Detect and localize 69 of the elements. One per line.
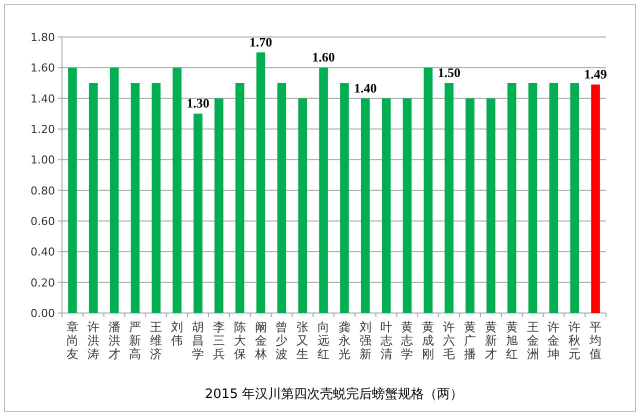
x-tick-label: 向远红 (318, 320, 330, 361)
x-tick-label: 王金洲 (526, 320, 539, 361)
y-tick-label: 1.00 (30, 154, 55, 167)
data-label: 1.49 (584, 66, 608, 82)
x-tick-label: 黄新才 (484, 320, 497, 361)
x-tick-label: 黄广播 (464, 320, 476, 361)
bar (298, 98, 308, 313)
x-tick-label: 龚永光 (338, 320, 350, 361)
bar (256, 52, 266, 313)
x-tick-label: 许秋元 (568, 320, 581, 361)
x-tick-label: 李三兵 (212, 320, 225, 361)
bar (340, 83, 349, 313)
data-label: 1.40 (354, 80, 377, 96)
x-tick-label: 黄旭红 (506, 320, 518, 361)
text: 2015 年汉川第四次壳蜕完后螃蟹规格（两） (204, 386, 464, 402)
y-tick-label: 1.20 (30, 123, 55, 136)
y-tick-label: 0.00 (30, 307, 55, 320)
data-label: 1.50 (438, 65, 460, 80)
y-tick-label: 0.80 (30, 184, 55, 198)
bar (130, 83, 140, 313)
bar (444, 83, 454, 313)
bar (110, 68, 119, 313)
data-label: 1.70 (249, 34, 272, 50)
x-tick-label: 许六毛 (443, 320, 456, 361)
x-tick-label: 许金坤 (546, 320, 560, 361)
bar (214, 98, 224, 313)
bar (382, 98, 391, 313)
bar (194, 114, 202, 313)
x-tick-label: 平均值 (588, 320, 602, 361)
x-tick-label: 严新高 (129, 320, 142, 361)
x-tick-label: 王维济 (150, 320, 162, 361)
bar (549, 83, 558, 313)
bar (235, 83, 244, 313)
y-tick-label: 0.60 (30, 215, 55, 228)
bar (68, 68, 77, 313)
data-label: 1.30 (186, 96, 210, 111)
bar (528, 83, 538, 313)
y-tick-label: 0.40 (30, 246, 55, 259)
x-tick-label: 刘伟 (171, 320, 184, 348)
bar (172, 68, 182, 313)
x-tick-label: 黄志学 (401, 320, 414, 361)
bar (277, 83, 286, 313)
x-tick-label: 张又生 (296, 320, 309, 361)
x-tick-label: 胡昌学 (192, 320, 204, 361)
bar (152, 83, 161, 313)
bar (466, 98, 474, 313)
y-tick-label: 0.20 (30, 276, 55, 290)
bar (360, 98, 370, 313)
bar (319, 68, 328, 313)
bar (424, 68, 433, 313)
x-tick-label: 章尚友 (66, 320, 78, 361)
y-tick-label: 1.40 (30, 92, 55, 106)
y-tick-label: 1.60 (30, 62, 55, 75)
x-tick-label: 阚金林 (254, 320, 267, 361)
bar (88, 83, 98, 313)
x-tick-label: 曾少波 (276, 320, 288, 361)
y-tick-label: 1.80 (30, 31, 55, 44)
bar (591, 84, 600, 313)
x-tick-label: 黄成刚 (422, 320, 434, 361)
x-tick-label: 叶志清 (380, 320, 392, 361)
bar (507, 83, 516, 313)
x-tick-label: 刘强新 (359, 320, 372, 361)
x-tick-label: 潘洪才 (108, 320, 120, 361)
data-label: 1.60 (312, 50, 335, 65)
bar (570, 83, 580, 313)
bar (402, 98, 412, 313)
bar (486, 98, 496, 313)
x-tick-label: 许洪涛 (87, 320, 100, 361)
x-tick-label: 陈大保 (234, 320, 246, 361)
